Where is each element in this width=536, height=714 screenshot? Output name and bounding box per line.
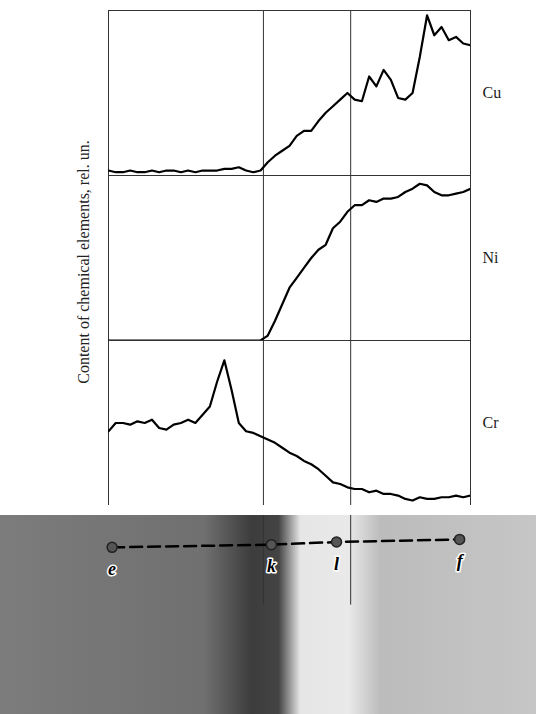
- html-text:Content of chemical elements,: Content of chemical elements, rel. un.: [75, 140, 92, 384]
- svg-text:e: e: [108, 559, 116, 579]
- svg-text:l: l: [334, 554, 339, 574]
- svg-text:f: f: [457, 551, 465, 571]
- svg-text:Cu: Cu: [483, 84, 502, 101]
- svg-text:k: k: [267, 556, 276, 576]
- svg-text:Cr: Cr: [483, 414, 500, 431]
- svg-text:Ni: Ni: [483, 249, 500, 266]
